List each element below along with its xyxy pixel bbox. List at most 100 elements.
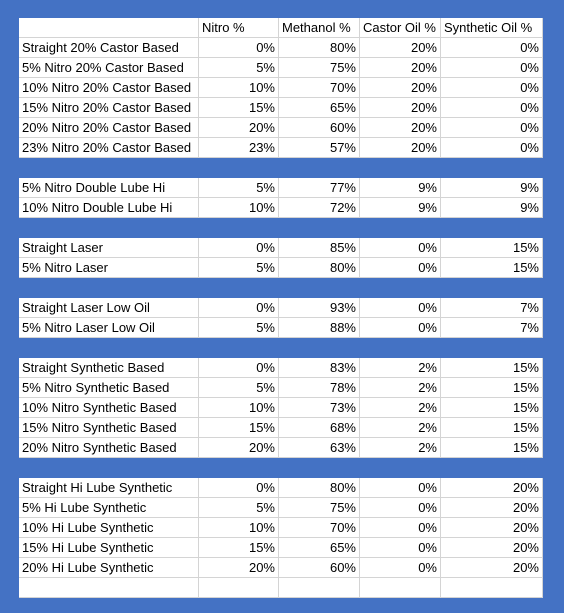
- percent-cell: 10%: [199, 78, 279, 98]
- percent-cell: 0%: [360, 518, 441, 538]
- percent-cell: 0%: [199, 298, 279, 318]
- percent-cell: 5%: [199, 178, 279, 198]
- blend-name: 5% Hi Lube Synthetic: [19, 498, 199, 518]
- percent-cell: 0%: [360, 298, 441, 318]
- percent-cell: 0%: [199, 358, 279, 378]
- percent-cell: 15%: [199, 98, 279, 118]
- table-row: 20% Nitro 20% Castor Based 20% 60% 20% 0%: [19, 118, 543, 138]
- column-header: Castor Oil %: [360, 18, 441, 38]
- blend-name: Straight 20% Castor Based: [19, 38, 199, 58]
- percent-cell: 80%: [279, 478, 360, 498]
- percent-cell: 5%: [199, 258, 279, 278]
- column-header: Methanol %: [279, 18, 360, 38]
- blend-name: Straight Laser Low Oil: [19, 298, 199, 318]
- percent-cell: 2%: [360, 438, 441, 458]
- blend-name: 20% Nitro 20% Castor Based: [19, 118, 199, 138]
- empty-cell: [19, 578, 199, 598]
- percent-cell: 0%: [441, 118, 543, 138]
- table-row: 5% Nitro Laser 5% 80% 0% 15%: [19, 258, 543, 278]
- percent-cell: 5%: [199, 498, 279, 518]
- blend-name: 5% Nitro Laser Low Oil: [19, 318, 199, 338]
- table-row: 15% Nitro 20% Castor Based 15% 65% 20% 0%: [19, 98, 543, 118]
- percent-cell: 0%: [360, 538, 441, 558]
- table-row: 10% Nitro Double Lube Hi 10% 72% 9% 9%: [19, 198, 543, 218]
- table-row: 23% Nitro 20% Castor Based 23% 57% 20% 0%: [19, 138, 543, 158]
- percent-cell: 73%: [279, 398, 360, 418]
- percent-cell: 83%: [279, 358, 360, 378]
- percent-cell: 2%: [360, 358, 441, 378]
- percent-cell: 0%: [360, 318, 441, 338]
- percent-cell: 70%: [279, 78, 360, 98]
- blend-name: 5% Nitro 20% Castor Based: [19, 58, 199, 78]
- table-row: 15% Nitro Synthetic Based 15% 68% 2% 15%: [19, 418, 543, 438]
- table-row: Straight Laser 0% 85% 0% 15%: [19, 238, 543, 258]
- blend-name: 20% Hi Lube Synthetic: [19, 558, 199, 578]
- percent-cell: 5%: [199, 318, 279, 338]
- blend-name: 15% Hi Lube Synthetic: [19, 538, 199, 558]
- percent-cell: 0%: [199, 478, 279, 498]
- table-row: Straight Laser Low Oil 0% 93% 0% 7%: [19, 298, 543, 318]
- percent-cell: 20%: [441, 558, 543, 578]
- blend-name: 15% Nitro Synthetic Based: [19, 418, 199, 438]
- blend-name: 5% Nitro Synthetic Based: [19, 378, 199, 398]
- percent-cell: 5%: [199, 58, 279, 78]
- percent-cell: 20%: [360, 98, 441, 118]
- percent-cell: 0%: [441, 98, 543, 118]
- percent-cell: 9%: [441, 198, 543, 218]
- column-header: Nitro %: [199, 18, 279, 38]
- table-row: Nitro % Methanol % Castor Oil % Synthetic O…: [19, 18, 543, 38]
- percent-cell: 20%: [441, 478, 543, 498]
- percent-cell: 23%: [199, 138, 279, 158]
- percent-cell: 10%: [199, 198, 279, 218]
- percent-cell: 0%: [199, 238, 279, 258]
- percent-cell: 15%: [441, 418, 543, 438]
- percent-cell: 20%: [199, 118, 279, 138]
- percent-cell: 0%: [441, 78, 543, 98]
- empty-cell: [360, 578, 441, 598]
- percent-cell: 20%: [199, 438, 279, 458]
- percent-cell: 7%: [441, 298, 543, 318]
- percent-cell: 72%: [279, 198, 360, 218]
- percent-cell: 9%: [360, 198, 441, 218]
- blend-name: Straight Synthetic Based: [19, 358, 199, 378]
- percent-cell: 20%: [360, 58, 441, 78]
- percent-cell: 10%: [199, 398, 279, 418]
- percent-cell: 15%: [441, 438, 543, 458]
- percent-cell: 63%: [279, 438, 360, 458]
- percent-cell: 9%: [441, 178, 543, 198]
- percent-cell: 20%: [360, 118, 441, 138]
- table-row: 5% Nitro Synthetic Based 5% 78% 2% 15%: [19, 378, 543, 398]
- empty-cell: [441, 578, 543, 598]
- percent-cell: 0%: [441, 138, 543, 158]
- percent-cell: 93%: [279, 298, 360, 318]
- blend-name: 5% Nitro Laser: [19, 258, 199, 278]
- percent-cell: 15%: [441, 398, 543, 418]
- percent-cell: 68%: [279, 418, 360, 438]
- empty-cell: [279, 578, 360, 598]
- percent-cell: 9%: [360, 178, 441, 198]
- percent-cell: 0%: [199, 38, 279, 58]
- table-row: 20% Hi Lube Synthetic 20% 60% 0% 20%: [19, 558, 543, 578]
- header-cell: [19, 18, 199, 38]
- blend-name: 5% Nitro Double Lube Hi: [19, 178, 199, 198]
- table-row: 15% Hi Lube Synthetic 15% 65% 0% 20%: [19, 538, 543, 558]
- percent-cell: 15%: [441, 358, 543, 378]
- blend-name: 10% Nitro Double Lube Hi: [19, 198, 199, 218]
- percent-cell: 0%: [360, 258, 441, 278]
- percent-cell: 57%: [279, 138, 360, 158]
- percent-cell: 20%: [441, 498, 543, 518]
- percent-cell: 2%: [360, 398, 441, 418]
- percent-cell: 2%: [360, 378, 441, 398]
- table-row: 20% Nitro Synthetic Based 20% 63% 2% 15%: [19, 438, 543, 458]
- percent-cell: 0%: [360, 498, 441, 518]
- percent-cell: 85%: [279, 238, 360, 258]
- percent-cell: 15%: [441, 238, 543, 258]
- table-row: 10% Nitro 20% Castor Based 10% 70% 20% 0%: [19, 78, 543, 98]
- percent-cell: 0%: [360, 238, 441, 258]
- percent-cell: 20%: [441, 538, 543, 558]
- percent-cell: 0%: [360, 478, 441, 498]
- percent-cell: 80%: [279, 258, 360, 278]
- percent-cell: 0%: [360, 558, 441, 578]
- percent-cell: 5%: [199, 378, 279, 398]
- table-row: 5% Nitro 20% Castor Based 5% 75% 20% 0%: [19, 58, 543, 78]
